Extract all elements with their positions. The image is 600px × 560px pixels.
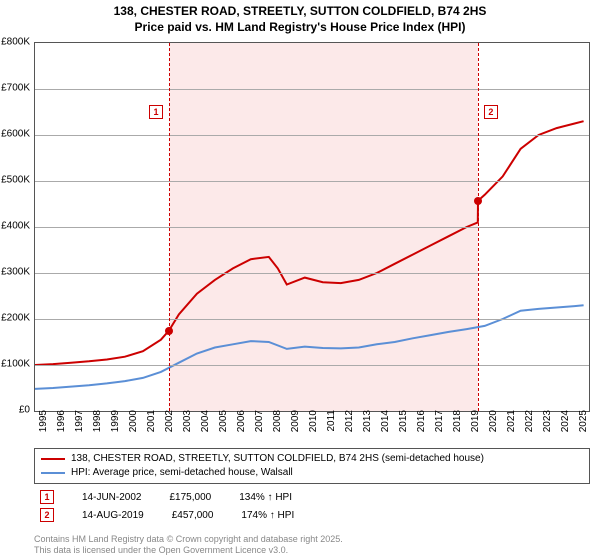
x-tick-label: 2010 [308, 410, 319, 440]
x-tick-label: 1997 [74, 410, 85, 440]
sale-vs-hpi: 174% ↑ HPI [241, 510, 294, 521]
legend-item-price: 138, CHESTER ROAD, STREETLY, SUTTON COLD… [41, 452, 583, 466]
gridline [35, 181, 589, 182]
x-tick-label: 2017 [434, 410, 445, 440]
x-tick-label: 1995 [38, 410, 49, 440]
x-tick-label: 2016 [416, 410, 427, 440]
x-tick-label: 2020 [488, 410, 499, 440]
sale-vline [169, 43, 170, 411]
x-tick-label: 2012 [344, 410, 355, 440]
x-tick-label: 2009 [290, 410, 301, 440]
title-line-2: Price paid vs. HM Land Registry's House … [0, 20, 600, 36]
sale-vs-hpi: 134% ↑ HPI [239, 492, 292, 503]
x-tick-label: 2000 [128, 410, 139, 440]
chart-title: 138, CHESTER ROAD, STREETLY, SUTTON COLD… [0, 0, 600, 35]
y-tick-label: £500K [0, 175, 30, 186]
x-tick-label: 1998 [92, 410, 103, 440]
legend-swatch-price [41, 458, 65, 460]
x-tick-label: 2013 [362, 410, 373, 440]
y-tick-label: £400K [0, 221, 30, 232]
y-tick-label: £600K [0, 129, 30, 140]
sale-row: 1 14-JUN-2002 £175,000 134% ↑ HPI [34, 488, 590, 506]
legend: 138, CHESTER ROAD, STREETLY, SUTTON COLD… [34, 448, 590, 484]
sale-marker-box: 1 [149, 105, 163, 119]
x-tick-label: 2002 [164, 410, 175, 440]
gridline [35, 365, 589, 366]
sale-price: £175,000 [169, 492, 211, 503]
chart-plot-area: 12 [34, 42, 590, 412]
x-tick-label: 2008 [272, 410, 283, 440]
x-tick-label: 2022 [524, 410, 535, 440]
x-tick-label: 2011 [326, 410, 337, 440]
x-tick-label: 2021 [506, 410, 517, 440]
legend-label-hpi: HPI: Average price, semi-detached house,… [71, 466, 293, 480]
x-tick-label: 2005 [218, 410, 229, 440]
x-tick-label: 2006 [236, 410, 247, 440]
x-tick-label: 2019 [470, 410, 481, 440]
y-tick-label: £800K [0, 37, 30, 48]
x-tick-label: 2007 [254, 410, 265, 440]
legend-swatch-hpi [41, 472, 65, 474]
sale-marker-2: 2 [40, 508, 54, 522]
gridline [35, 89, 589, 90]
y-tick-label: £100K [0, 359, 30, 370]
x-tick-label: 2001 [146, 410, 157, 440]
x-tick-label: 2015 [398, 410, 409, 440]
sale-dot [165, 327, 173, 335]
x-tick-label: 1999 [110, 410, 121, 440]
y-tick-label: £200K [0, 313, 30, 324]
x-tick-label: 2025 [578, 410, 589, 440]
x-tick-label: 2024 [560, 410, 571, 440]
x-tick-label: 2004 [200, 410, 211, 440]
sale-row: 2 14-AUG-2019 £457,000 174% ↑ HPI [34, 506, 590, 524]
sale-date: 14-JUN-2002 [82, 492, 141, 503]
title-line-1: 138, CHESTER ROAD, STREETLY, SUTTON COLD… [0, 4, 600, 20]
legend-item-hpi: HPI: Average price, semi-detached house,… [41, 466, 583, 480]
y-tick-label: £0 [0, 405, 30, 416]
sales-list: 1 14-JUN-2002 £175,000 134% ↑ HPI 2 14-A… [34, 488, 590, 524]
x-tick-label: 2023 [542, 410, 553, 440]
footer-line-1: Contains HM Land Registry data © Crown c… [34, 534, 343, 545]
series-price [35, 121, 584, 365]
x-tick-label: 2018 [452, 410, 463, 440]
sale-vline [478, 43, 479, 411]
legend-label-price: 138, CHESTER ROAD, STREETLY, SUTTON COLD… [71, 452, 484, 466]
sale-marker-1: 1 [40, 490, 54, 504]
x-tick-label: 1996 [56, 410, 67, 440]
y-tick-label: £700K [0, 83, 30, 94]
footer-attribution: Contains HM Land Registry data © Crown c… [34, 534, 343, 557]
gridline [35, 273, 589, 274]
y-tick-label: £300K [0, 267, 30, 278]
x-tick-label: 2003 [182, 410, 193, 440]
sale-dot [474, 197, 482, 205]
gridline [35, 319, 589, 320]
sale-marker-box: 2 [484, 105, 498, 119]
series-hpi [35, 305, 584, 389]
gridline [35, 135, 589, 136]
sale-price: £457,000 [172, 510, 214, 521]
gridline [35, 227, 589, 228]
sale-date: 14-AUG-2019 [82, 510, 144, 521]
footer-line-2: This data is licensed under the Open Gov… [34, 545, 343, 556]
x-tick-label: 2014 [380, 410, 391, 440]
